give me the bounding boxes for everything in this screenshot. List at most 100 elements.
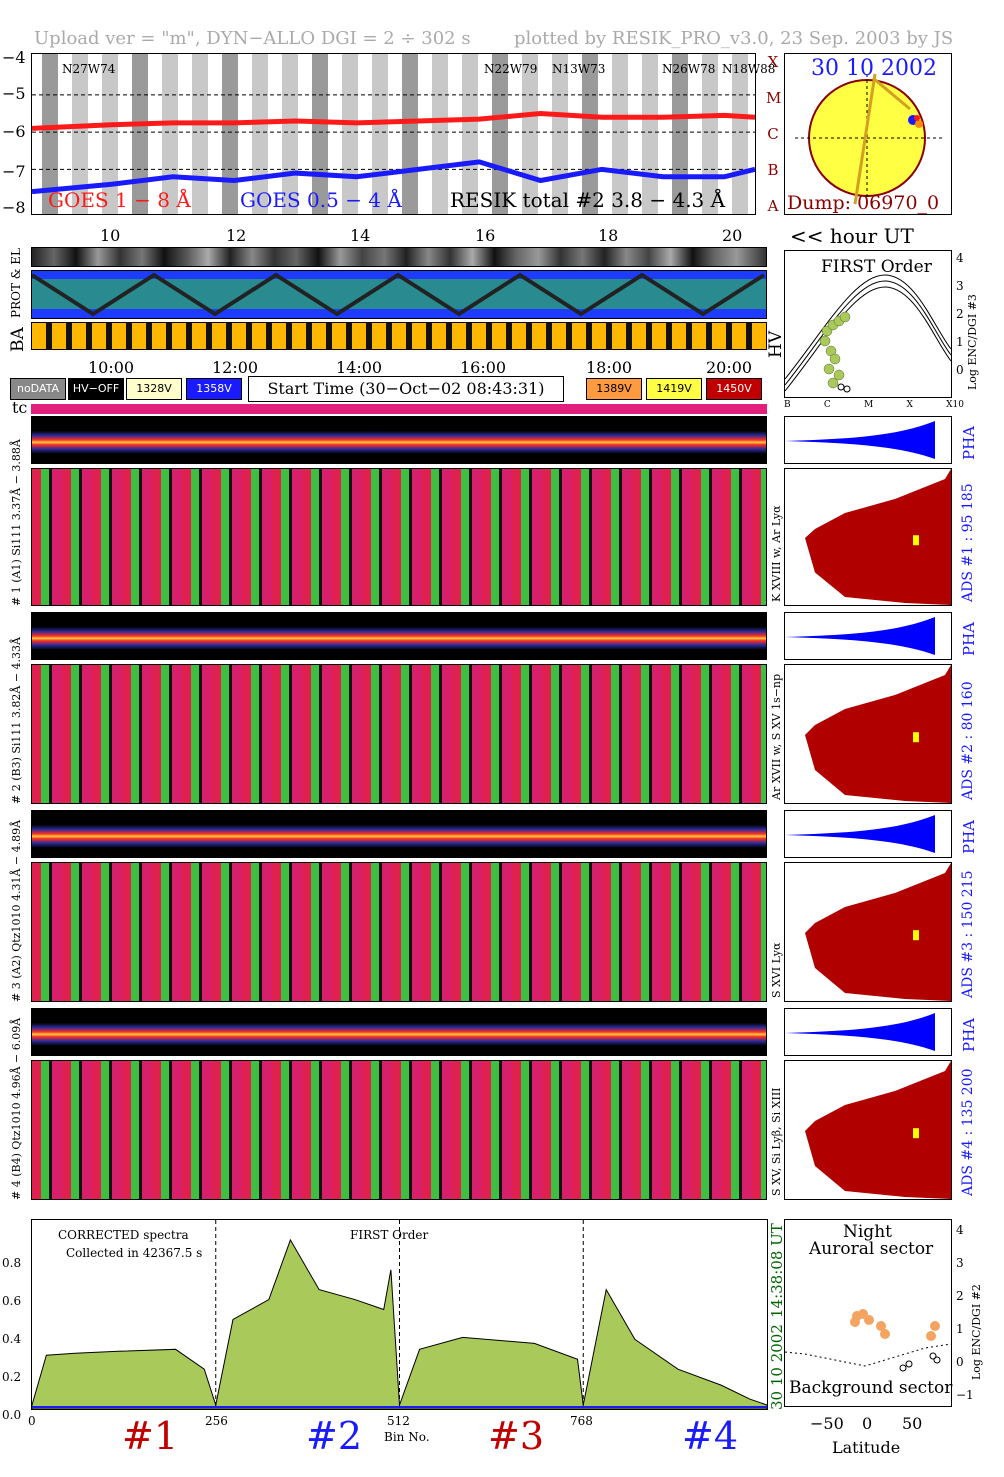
legend-goes1: GOES 1 − 8 Å	[48, 188, 191, 212]
pha-strip	[31, 612, 767, 660]
channel-label: # 4 (B4) Qtz1010 4.96Å − 6.09Å	[10, 1017, 23, 1200]
prot-waveform	[32, 272, 766, 317]
latitude-ylabel: Log ENC/DGI #2	[970, 1284, 983, 1380]
ba-strip	[31, 322, 767, 350]
pha-strip	[31, 810, 767, 858]
pha-label: PHA	[960, 819, 978, 854]
line-label: S XVI Lyα	[770, 942, 783, 998]
goes-band	[252, 54, 268, 214]
hour-tick: 10	[100, 226, 121, 245]
goes2-line	[32, 159, 755, 195]
region-label: N26W78	[662, 62, 716, 76]
goes-band	[672, 54, 688, 214]
region-label: N22W79	[484, 62, 538, 76]
line-label: K XVIII w, Ar Lyα	[770, 505, 783, 602]
goes-ytick: −6	[2, 122, 26, 141]
time-tick: 16:00	[460, 358, 507, 377]
line-label: S XV, Si Lyβ, Si XIII	[770, 1087, 783, 1196]
ads-label: ADS #3 : 150 215	[960, 870, 976, 998]
pha-label: PHA	[960, 1017, 978, 1052]
tc-strip	[31, 404, 767, 414]
channel-spectrogram	[31, 862, 767, 1002]
channel-2-label: #2	[306, 1414, 363, 1458]
time-tick: 10:00	[88, 358, 135, 377]
sun-date: 30 10 2002	[811, 56, 937, 81]
legend-resik: RESIK total #2 3.8 − 4.3 Å	[450, 188, 726, 212]
latitude-bottom: Background sector	[789, 1378, 953, 1398]
ads-label: ADS #4 : 135 200	[960, 1068, 976, 1196]
spectrum-xlabel: Bin No.	[384, 1430, 430, 1444]
prot-strip	[31, 270, 767, 319]
channel-label: # 1 (A1) Si111 3.37Å − 3.88Å	[10, 439, 23, 606]
goes-band	[732, 54, 748, 214]
header-left: Upload ver = "m", DYN−ALLO DGI = 2 ÷ 302…	[34, 28, 471, 49]
channel-1-label: #1	[122, 1414, 179, 1458]
hv-label: HV	[766, 330, 786, 358]
goes-ytick: −8	[2, 198, 26, 217]
latitude-xlabel: Latitude	[832, 1438, 901, 1457]
latitude-xtick: 50	[902, 1414, 923, 1433]
el-strip	[31, 247, 767, 267]
ads-histogram	[784, 468, 952, 606]
region-label: N27W74	[62, 62, 116, 76]
latitude-xtick: −50	[810, 1414, 844, 1433]
pha-histogram	[784, 1008, 952, 1056]
pha-histogram	[784, 612, 952, 660]
channel-label: # 3 (A2) Qtz1010 4.31Å − 4.89Å	[10, 819, 23, 1002]
ba-label: BA	[8, 327, 28, 352]
channel-label: # 2 (B3) Si111 3.82Å − 4.33Å	[10, 637, 23, 804]
channel-3-label: #3	[488, 1414, 545, 1458]
hvoff-badge: HV−OFF	[68, 378, 124, 400]
time-tick: 20:00	[706, 358, 753, 377]
region-label: N18W88	[722, 62, 776, 76]
hour-tick: 14	[350, 226, 371, 245]
spectrum-xtick: 512	[387, 1414, 410, 1428]
channel-spectrogram	[31, 664, 767, 804]
hour-tick: 12	[226, 226, 247, 245]
hour-tick: 16	[475, 226, 496, 245]
latitude-plot	[785, 1309, 951, 1372]
voltage-badge: 1328V	[126, 378, 182, 400]
goes-band	[162, 54, 178, 214]
latitude-xtick: 0	[862, 1414, 873, 1433]
time-tick: 14:00	[336, 358, 383, 377]
first-order-xticks: B C M X X10	[784, 400, 964, 410]
first-order-title: FIRST Order	[821, 257, 932, 277]
voltage-badge: 1389V	[586, 378, 642, 400]
prot-band	[32, 279, 766, 309]
hour-axis-label: << hour UT	[790, 224, 914, 248]
hour-tick: 20	[722, 226, 743, 245]
nodata-badge: noDATA	[10, 378, 66, 400]
spectrum-xtick: 0	[28, 1414, 36, 1428]
latitude-yticks: 4 3 2 1 0 −1	[956, 1223, 974, 1402]
goes-band	[462, 54, 478, 214]
spectrum-plot	[32, 1220, 767, 1409]
latitude-title1: Night	[843, 1222, 892, 1242]
channel-spectrogram	[31, 468, 767, 606]
start-time: Start Time (30−Oct−02 08:43:31)	[248, 376, 564, 402]
legend-goes2: GOES 0.5 − 4 Å	[240, 188, 402, 212]
spectrum-xtick: 768	[570, 1414, 593, 1428]
spectrum-area	[32, 1238, 767, 1409]
sun-dump: Dump: 06970_0	[787, 192, 940, 214]
ads-histogram	[784, 664, 952, 804]
spectrum-xtick: 256	[205, 1414, 228, 1428]
latitude-panel: Night Auroral sector Background sector	[784, 1219, 952, 1407]
prot-label: PROT & EL	[9, 248, 23, 318]
goes-band	[702, 54, 718, 214]
spectrum-panel: CORRECTED spectra Collected in 42367.5 s…	[31, 1219, 768, 1410]
goes-ytick: −4	[2, 48, 26, 67]
region-label: N13W73	[552, 62, 606, 76]
first-order-panel: FIRST Order	[784, 250, 952, 398]
goes-ytick: −5	[2, 84, 26, 103]
pha-label: PHA	[960, 425, 978, 460]
goes-band	[402, 54, 418, 214]
goes-panel	[31, 53, 756, 215]
tc-label: tc	[12, 398, 28, 417]
goes-band	[222, 54, 238, 214]
pha-histogram	[784, 416, 952, 464]
voltage-badge: 1358V	[186, 378, 242, 400]
pha-strip	[31, 1008, 767, 1056]
